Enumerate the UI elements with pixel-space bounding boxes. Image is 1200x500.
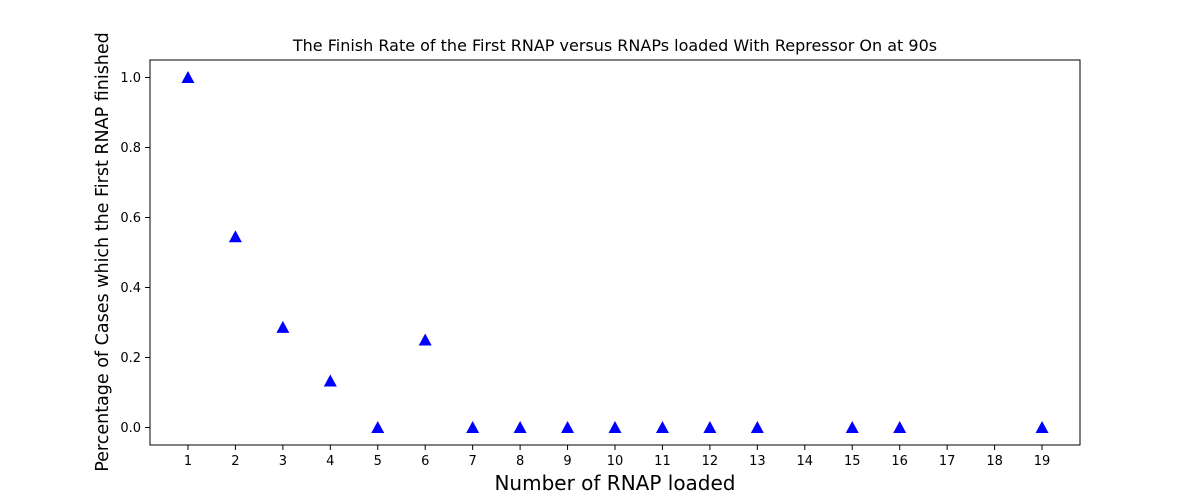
data-point [608,421,622,433]
chart-title: The Finish Rate of the First RNAP versus… [292,36,937,55]
x-tick-label: 4 [326,454,334,469]
x-tick-label: 15 [844,454,861,469]
x-tick-label: 7 [469,454,477,469]
y-tick-label: 0.0 [120,421,141,436]
data-series [181,71,1049,433]
y-tick-label: 0.4 [120,281,141,296]
data-point [513,421,527,433]
data-point [561,421,575,433]
x-tick-label: 12 [702,454,719,469]
x-tick-label: 5 [374,454,382,469]
data-point [750,421,764,433]
x-tick-label: 16 [891,454,908,469]
y-tick-label: 1.0 [120,71,141,86]
x-tick-label: 10 [607,454,624,469]
data-point [845,421,859,433]
x-axis-label: Number of RNAP loaded [494,471,735,495]
x-tick-label: 17 [939,454,956,469]
y-axis: 0.0 0.2 0.4 0.6 0.8 1.0 [120,71,150,436]
x-tick-label: 2 [231,454,239,469]
y-tick-label: 0.8 [120,141,141,156]
x-tick-label: 3 [279,454,287,469]
x-tick-label: 8 [516,454,524,469]
plot-frame [149,59,1081,446]
x-tick-label: 19 [1034,454,1051,469]
x-axis: 1 2 3 4 5 6 7 8 9 10 11 12 13 14 15 16 17 18 19 [184,445,1050,469]
data-point [276,320,290,333]
y-tick-label: 0.6 [120,211,141,226]
x-tick-label: 9 [563,454,571,469]
x-tick-label: 11 [654,454,671,469]
y-tick-label: 0.2 [120,351,141,366]
x-tick-label: 14 [797,454,814,469]
data-point [1035,421,1049,433]
y-axis-label: Percentage of Cases which the First RNAP… [93,32,113,472]
data-point [323,374,337,387]
data-point [181,71,195,83]
x-tick-label: 18 [986,454,1003,469]
data-point [228,230,242,243]
data-point [466,421,480,433]
x-tick-label: 13 [749,454,766,469]
x-tick-label: 1 [184,454,192,469]
data-point [418,333,432,346]
data-point [893,421,907,433]
data-point [703,421,717,433]
data-point [371,421,385,433]
data-point [655,421,669,433]
x-tick-label: 6 [421,454,429,469]
